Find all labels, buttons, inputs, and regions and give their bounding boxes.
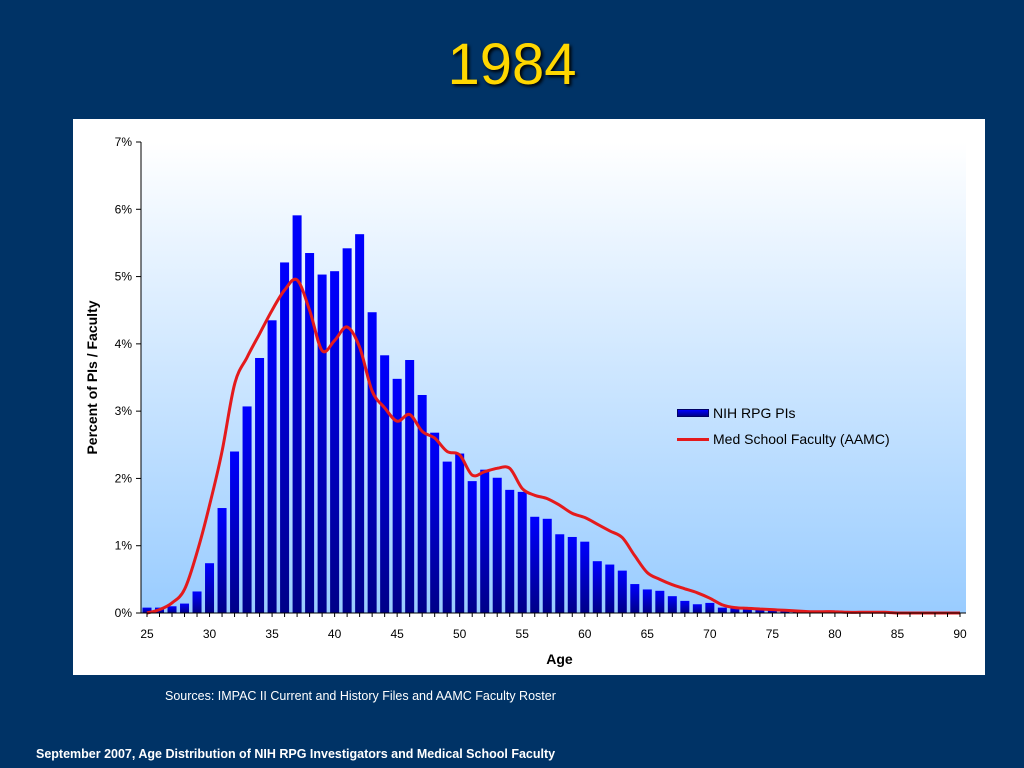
bar-age-25 [142,607,152,613]
bar-age-41 [342,248,352,613]
bar-age-68 [680,600,690,613]
bar-age-73 [742,608,752,613]
bar-age-32 [230,451,240,613]
bar-age-52 [480,469,490,613]
bar-age-48 [430,432,440,613]
footer-text: September 2007, Age Distribution of NIH … [36,747,556,761]
y-tick-label: 6% [115,202,133,216]
bar-age-49 [442,461,452,613]
bar-age-29 [192,591,202,613]
bar-age-60 [580,541,590,613]
plot-area [141,142,966,613]
y-tick-label: 2% [115,471,133,485]
bar-age-38 [305,253,315,613]
y-tick-label: 7% [115,135,133,149]
line-swatch-icon [677,437,709,441]
x-tick-label: 35 [265,627,279,641]
bar-age-69 [692,604,702,613]
x-tick-label: 90 [953,627,967,641]
chart-legend: NIH RPG PIs Med School Faculty (AAMC) [677,400,890,452]
bar-age-40 [330,271,340,613]
bar-age-37 [292,215,302,613]
bar-age-34 [255,357,265,613]
x-tick-label: 55 [516,627,530,641]
bar-age-55 [517,491,527,613]
bar-age-65 [642,589,652,613]
bar-age-39 [317,274,327,613]
y-tick-label: 3% [115,404,133,418]
y-tick-label: 1% [115,539,133,553]
bar-age-54 [505,489,515,613]
bar-age-46 [405,360,415,613]
x-tick-label: 75 [766,627,780,641]
bar-age-53 [492,477,502,613]
x-tick-label: 65 [641,627,655,641]
legend-item-pis: NIH RPG PIs [677,400,890,426]
bar-age-47 [417,394,427,613]
legend-item-faculty: Med School Faculty (AAMC) [677,426,890,452]
bar-age-33 [242,406,252,613]
x-tick-label: 60 [578,627,592,641]
bar-age-57 [542,518,552,613]
bar-age-28 [180,603,190,613]
x-tick-label: 30 [203,627,217,641]
bar-age-67 [667,596,677,613]
bar-age-63 [617,570,627,613]
bar-age-56 [530,516,540,613]
x-tick-label: 25 [140,627,154,641]
y-tick-label: 5% [115,270,133,284]
y-tick-label: 4% [115,337,133,351]
bar-age-72 [730,608,740,613]
x-tick-label: 80 [828,627,842,641]
bar-age-70 [705,602,715,613]
bar-age-50 [455,453,465,613]
bar-age-43 [367,312,377,613]
bar-age-42 [355,234,365,613]
x-tick-label: 50 [453,627,467,641]
bar-age-30 [205,563,215,613]
bar-age-58 [555,534,565,613]
faculty-line [146,277,960,615]
bar-age-75 [767,610,777,613]
x-tick-label: 45 [390,627,404,641]
bar-age-74 [755,609,765,613]
bar-age-61 [592,561,602,613]
bar-swatch-icon [677,409,709,417]
bar-age-44 [380,355,390,613]
bar-age-31 [217,508,227,613]
y-tick-label: 0% [115,606,133,620]
y-axis-title: Percent of PIs / Faculty [84,300,100,454]
bar-age-27 [167,606,177,613]
bar-age-66 [655,590,665,613]
bar-age-71 [717,607,727,613]
bar-age-62 [605,564,615,613]
bar-age-59 [567,536,577,613]
age-distribution-chart: 0% 1% 2% 3% 4% 5% 6% 7% 25 30 35 40 45 50 55 60 65 70 75 80… [84,135,967,667]
bar-age-64 [630,584,640,613]
x-tick-label: 40 [328,627,342,641]
bar-age-76 [780,610,790,613]
slide-title: 1984 [447,32,577,97]
bar-age-36 [280,262,290,613]
sources-note: Sources: IMPAC II Current and History Fi… [165,689,556,703]
x-axis-title: Age [546,651,573,667]
bar-age-45 [392,378,402,613]
legend-label-faculty: Med School Faculty (AAMC) [713,431,890,447]
x-tick-label: 85 [891,627,905,641]
legend-label-pis: NIH RPG PIs [713,405,796,421]
bar-age-51 [467,481,477,613]
bar-age-35 [267,320,277,613]
x-tick-label: 70 [703,627,717,641]
chart-panel: 0% 1% 2% 3% 4% 5% 6% 7% 25 30 35 40 45 50 55 60 65 70 75 80… [73,119,985,675]
